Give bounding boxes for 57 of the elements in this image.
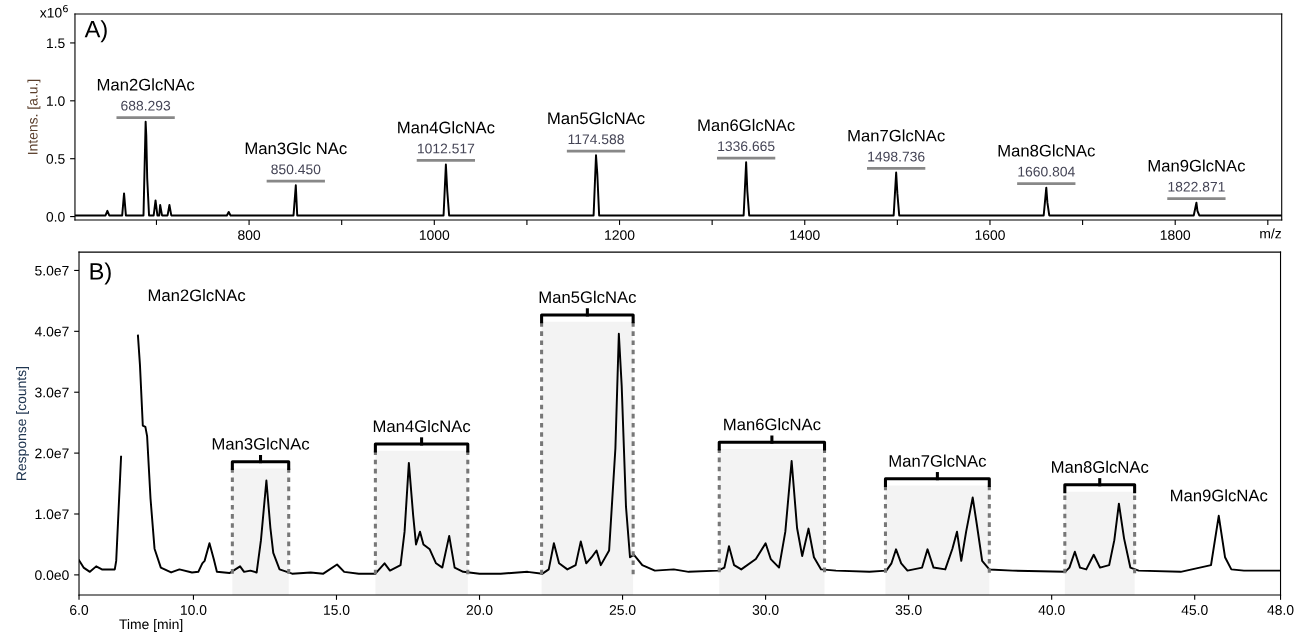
y-tick-label: 1.0e7 [35, 509, 69, 520]
annotation: 1336.665 [718, 141, 775, 152]
x-axis-title: Time [min] [119, 618, 183, 632]
x-tick-label: 10.0 [180, 605, 207, 615]
x-axis-title: m/z [1260, 228, 1282, 239]
annotation: Man9GlcNAc [1171, 489, 1268, 502]
x-tick-label: 1800 [1160, 230, 1191, 240]
annotation: 1498.736 [868, 151, 925, 162]
x-tick-label: 1600 [975, 230, 1005, 240]
y-tick-label: 2.0e7 [35, 448, 69, 459]
annotation: Man8GlcNAc [998, 144, 1095, 157]
y-axis-title: Intens. [a.u.] [27, 79, 41, 154]
x-tick-label: 35.0 [895, 605, 922, 615]
x-tick-label: 800 [238, 230, 261, 240]
band-label: Man5GlcNAc [539, 290, 637, 304]
y-tick-label: 0.0e0 [35, 570, 69, 581]
annotation: Man7GlcNAc [848, 129, 945, 142]
text: x10$^{6}$ [39, 4, 68, 18]
x-tick-label: 40.0 [1038, 605, 1065, 615]
annotation: 1174.588 [568, 134, 624, 145]
x-tick-label: 20.0 [466, 605, 493, 615]
x-tick-label: 25.0 [609, 605, 636, 615]
x-tick-label: 1200 [605, 230, 635, 240]
annotation: Man2GlcNAc [148, 288, 246, 302]
chart-title: A) [84, 20, 107, 43]
annotation: 850.450 [271, 164, 321, 175]
x-tick-label: 1400 [790, 230, 820, 240]
x-tick-label: 30.0 [752, 605, 779, 615]
band-label: Man4GlcNAc [373, 419, 471, 433]
x-tick-label: 45.0 [1181, 605, 1208, 615]
x-tick-label: 1000 [419, 230, 450, 240]
y-tick-label: 1.0 [47, 96, 65, 106]
annotation: 1660.804 [1018, 166, 1075, 177]
annotation: 1822.871 [1168, 181, 1225, 192]
annotation: Man2GlcNAc [97, 78, 195, 91]
y-tick-label: 3.0e7 [35, 387, 69, 398]
y-axis-title: Response [counts] [16, 367, 29, 480]
band-label: Man8GlcNAc [1052, 460, 1149, 473]
x-tick-label: 6.0 [70, 605, 89, 615]
y-tick-label: 1.5 [47, 38, 65, 49]
y-tick-label: 5.0e7 [35, 265, 69, 276]
band-label: Man3GlcNAc [212, 437, 310, 450]
y-tick-label: 4.0e7 [34, 326, 69, 337]
annotation: Man9GlcNAc [1148, 159, 1246, 172]
annotation: Man5GlcNAc [548, 111, 645, 125]
x-tick-label: 15.0 [324, 605, 350, 615]
x-tick-label: 48.0 [1267, 605, 1294, 615]
y-tick-label: 0.5 [46, 154, 65, 164]
annotation: 688.293 [121, 100, 171, 111]
y-tick-label: 0.0 [46, 211, 65, 222]
band-label: Man7GlcNAc [889, 454, 987, 467]
annotation: 1012.517 [417, 143, 475, 154]
band-label: Man6GlcNAc [724, 418, 821, 431]
annotation: Man6GlcNAc [698, 118, 795, 132]
chart-title: B) [90, 262, 111, 285]
annotation: Man3Glc NAc [245, 142, 347, 155]
annotation: Man4GlcNAc [398, 121, 495, 134]
